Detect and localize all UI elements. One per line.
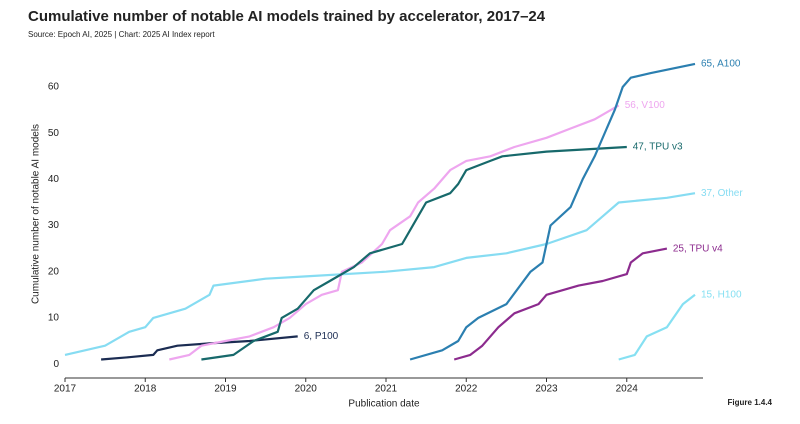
end-label: 65, A100 <box>701 58 741 69</box>
x-tick-label: 2018 <box>134 384 157 395</box>
y-tick-label: 20 <box>48 266 60 277</box>
end-label: 15, H100 <box>701 289 742 300</box>
end-label: 25, TPU v4 <box>673 243 723 254</box>
series-line <box>101 335 298 361</box>
x-axis-label: Publication date <box>348 399 420 410</box>
chart-subtitle: Source: Epoch AI, 2025 | Chart: 2025 AI … <box>28 30 215 39</box>
series-line <box>618 293 696 361</box>
series-line <box>201 145 627 361</box>
y-axis-label: Cumulative number of notable AI models <box>31 124 42 304</box>
end-label: 56, V100 <box>625 100 665 111</box>
x-tick-label: 2019 <box>214 384 237 395</box>
series-line <box>453 247 668 361</box>
figure-label: Figure 1.4.4 <box>728 398 773 407</box>
x-tick-label: 2021 <box>375 384 398 395</box>
chart-title: Cumulative number of notable AI models t… <box>28 8 546 25</box>
series-line <box>409 62 696 361</box>
series-line <box>64 192 696 356</box>
series-line <box>169 104 620 361</box>
y-tick-label: 40 <box>48 174 60 185</box>
end-label: 37, Other <box>701 188 743 199</box>
y-tick-label: 10 <box>48 313 60 324</box>
end-label: 6, P100 <box>304 331 339 342</box>
x-tick-label: 2022 <box>455 384 478 395</box>
end-label: 47, TPU v3 <box>633 142 683 153</box>
x-tick-label: 2017 <box>54 384 77 395</box>
x-tick-label: 2023 <box>535 384 558 395</box>
y-tick-label: 30 <box>48 220 60 231</box>
x-tick-label: 2024 <box>616 384 639 395</box>
y-tick-label: 60 <box>48 82 60 93</box>
y-tick-label: 50 <box>48 128 60 139</box>
y-tick-label: 0 <box>53 359 59 370</box>
x-tick-label: 2020 <box>295 384 318 395</box>
